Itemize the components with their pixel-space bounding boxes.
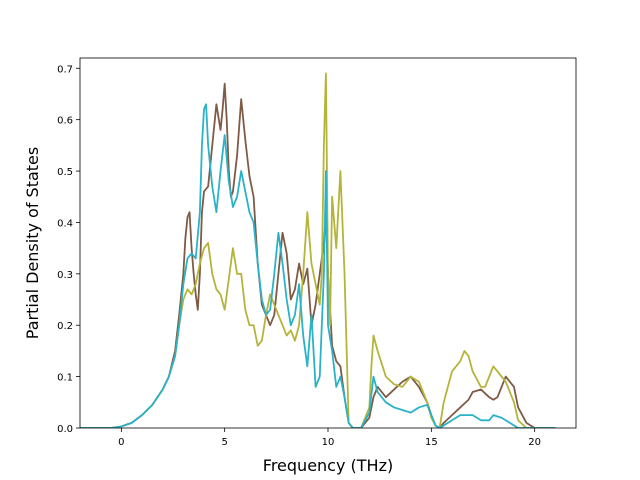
x-tick-label: 15 — [425, 437, 438, 448]
series-line-2 — [80, 72, 556, 428]
y-tick-label: 0.5 — [57, 167, 73, 178]
y-tick-label: 0.4 — [57, 218, 73, 229]
series-layer — [80, 72, 556, 428]
series-line-3 — [80, 103, 556, 428]
y-axis-ticks: 0.0 0.1 0.2 0.3 0.4 0.5 0.6 0.7 — [57, 64, 80, 435]
y-tick-label: 0.3 — [57, 270, 73, 281]
x-tick-label: 0 — [118, 437, 124, 448]
y-tick-label: 0.6 — [57, 116, 73, 127]
x-axis-label: Frequency (THz) — [263, 456, 393, 475]
x-tick-label: 5 — [221, 437, 227, 448]
x-axis-ticks: 0 5 10 15 20 — [118, 428, 541, 448]
y-axis-label: Partial Density of States — [23, 147, 42, 339]
x-tick-label: 20 — [528, 437, 541, 448]
y-tick-label: 0.7 — [57, 64, 73, 75]
y-tick-label: 0.2 — [57, 321, 73, 332]
y-tick-label: 0.0 — [57, 424, 73, 435]
y-tick-label: 0.1 — [57, 373, 73, 384]
x-tick-label: 10 — [322, 437, 335, 448]
